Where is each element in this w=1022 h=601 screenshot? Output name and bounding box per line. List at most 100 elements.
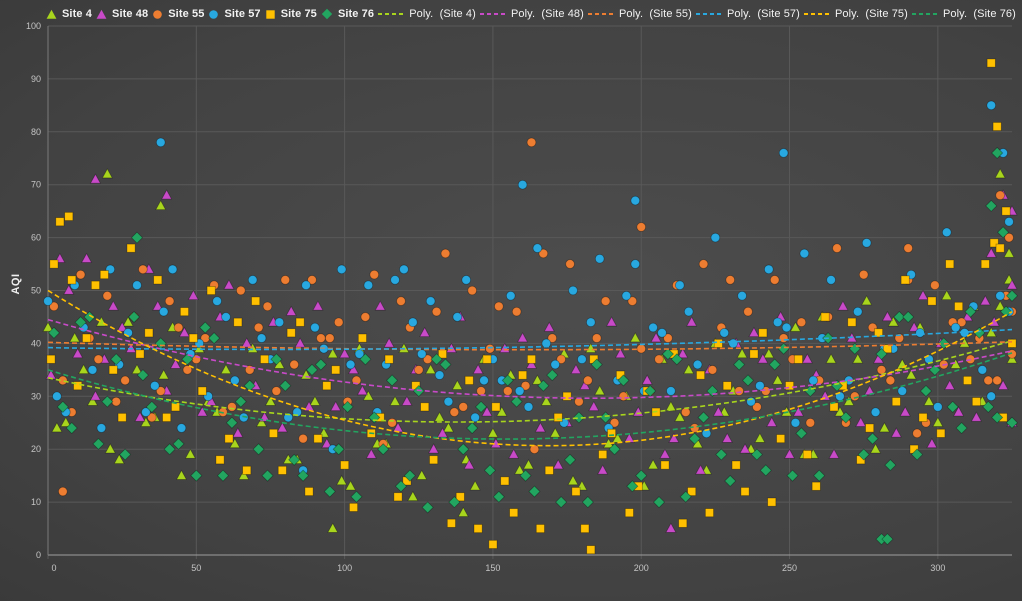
- legend-marker-icon: [46, 9, 57, 20]
- data-point-square: [936, 428, 946, 438]
- data-point-triangle: [469, 480, 481, 491]
- data-point-triangle: [994, 300, 1006, 311]
- data-point-triangle: [659, 448, 671, 459]
- data-point-triangle: [42, 321, 54, 332]
- data-point-circle: [354, 349, 365, 359]
- legend-dash-swatch: [911, 10, 938, 18]
- data-point-triangle: [80, 252, 93, 263]
- data-point-square: [722, 381, 732, 391]
- legend-item-poly-site-55-[interactable]: Poly. (Site 55): [587, 8, 692, 20]
- data-point-circle: [778, 148, 789, 158]
- data-point-circle: [781, 322, 792, 333]
- series-site-76[interactable]: [47, 146, 1019, 546]
- data-point-circle: [316, 333, 326, 343]
- data-point-square: [393, 492, 403, 502]
- legend-item-site-48[interactable]: Site 48: [96, 8, 148, 20]
- trendline-poly-site-75-[interactable]: [47, 289, 1013, 447]
- legend-item-site-76[interactable]: Site 76: [321, 8, 374, 20]
- data-point-square: [749, 349, 759, 359]
- data-point-diamond: [661, 347, 674, 361]
- data-point-triangle: [665, 522, 677, 533]
- data-point-circle: [556, 354, 566, 365]
- data-point-diamond: [377, 443, 390, 456]
- data-point-square: [500, 476, 510, 486]
- data-point-circle: [399, 264, 409, 275]
- legend-item-poly-site-4-[interactable]: Poly. (Site 4): [378, 8, 476, 20]
- data-point-square: [206, 285, 216, 295]
- data-point-diamond: [74, 316, 87, 329]
- data-point-circle: [138, 264, 148, 275]
- data-point-triangle: [932, 416, 944, 427]
- data-point-triangle: [285, 305, 297, 316]
- data-point-diamond: [555, 496, 568, 509]
- series-site-75[interactable]: [46, 58, 1017, 555]
- data-point-circle: [541, 338, 552, 349]
- data-point-circle: [618, 391, 629, 402]
- data-point-circle: [752, 402, 762, 412]
- trendline-poly-site-48-[interactable]: [47, 318, 1013, 400]
- data-point-diamond: [474, 400, 488, 413]
- data-point-triangle: [825, 353, 837, 364]
- series-site-57[interactable]: [43, 100, 1017, 476]
- data-point-square: [171, 402, 181, 412]
- data-point-circle: [93, 354, 104, 365]
- legend-item-poly-site-75-[interactable]: Poly. (Site 75): [803, 8, 908, 20]
- data-point-square: [793, 354, 803, 364]
- data-point-triangle: [597, 464, 609, 475]
- data-point-circle: [485, 343, 495, 354]
- data-point-triangle: [801, 353, 813, 364]
- data-point-circle: [826, 275, 836, 285]
- trendline-poly-site-57-[interactable]: [47, 328, 1013, 351]
- data-point-circle: [870, 407, 881, 417]
- data-point-circle: [986, 100, 997, 111]
- y-tick-label: 20: [31, 444, 41, 454]
- data-point-triangle: [63, 284, 75, 295]
- data-point-circle: [701, 428, 712, 439]
- data-point-circle: [832, 243, 842, 253]
- data-point-triangle: [772, 374, 784, 385]
- data-point-triangle: [294, 337, 306, 348]
- legend-item-poly-site-48-[interactable]: Poly. (Site 48): [479, 8, 584, 20]
- trendline-poly-site-4-[interactable]: [47, 340, 1013, 423]
- data-point-circle: [547, 333, 558, 343]
- data-point-triangle: [419, 326, 431, 338]
- legend-item-site-4[interactable]: Site 4: [46, 8, 92, 20]
- legend-item-site-55[interactable]: Site 55: [152, 8, 204, 20]
- trendline-poly-site-55-[interactable]: [47, 341, 1013, 351]
- legend-item-poly-site-76-[interactable]: Poly. (Site 76): [911, 8, 1016, 20]
- data-point-square: [108, 365, 118, 375]
- data-point-triangle: [60, 416, 72, 427]
- data-point-circle: [630, 259, 641, 269]
- legend-item-site-75[interactable]: Site 75: [265, 8, 317, 20]
- data-point-triangle: [238, 469, 250, 480]
- legend-dash-swatch: [803, 10, 830, 18]
- data-point-diamond: [190, 469, 203, 482]
- data-point-circle: [627, 296, 638, 306]
- data-point-triangle: [837, 300, 849, 311]
- legend-item-site-57[interactable]: Site 57: [208, 8, 261, 20]
- data-point-diamond: [626, 480, 639, 493]
- trendline-poly-site-76-[interactable]: [47, 352, 1013, 440]
- data-point-square: [179, 307, 189, 317]
- legend-item-poly-site-57-[interactable]: Poly. (Site 57): [695, 8, 800, 20]
- data-point-square: [295, 317, 305, 327]
- data-point-circle: [538, 248, 549, 259]
- data-point-triangle: [552, 459, 564, 470]
- data-point-triangle: [905, 369, 917, 380]
- data-point-circle: [443, 396, 454, 407]
- data-point-diamond: [101, 395, 114, 408]
- data-point-diamond: [985, 199, 998, 212]
- y-tick-label: 60: [31, 233, 41, 243]
- data-point-triangle: [356, 384, 368, 396]
- data-point-triangle: [579, 379, 591, 390]
- data-point-triangle: [327, 522, 339, 533]
- data-point-triangle: [588, 400, 600, 412]
- data-point-circle: [96, 423, 107, 433]
- data-point-diamond: [145, 400, 158, 413]
- data-point-triangle: [1003, 247, 1015, 258]
- y-tick-label: 0: [36, 550, 41, 560]
- data-point-circle: [903, 243, 913, 253]
- data-point-square: [73, 381, 83, 391]
- data-point-circle: [808, 375, 819, 386]
